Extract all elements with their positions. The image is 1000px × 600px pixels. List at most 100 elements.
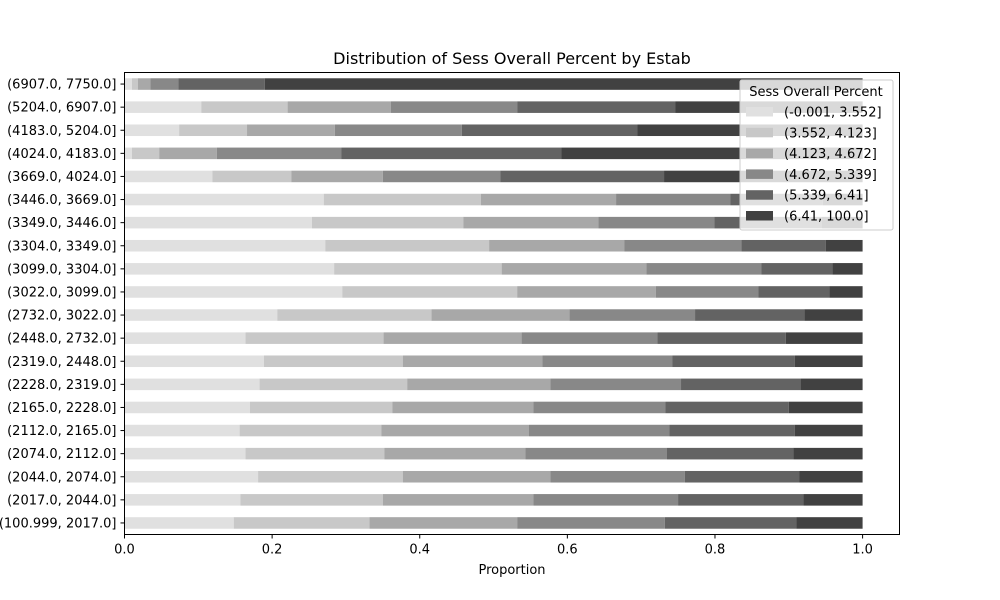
legend-label: (3.552, 4.123] [784, 126, 877, 141]
bar-segment [277, 309, 432, 321]
bar-segment [259, 378, 408, 391]
y-tick-label: (3099.0, 3304.0] [7, 262, 116, 277]
bar-segment [664, 517, 797, 529]
legend-swatch [746, 169, 773, 179]
bar-segment [646, 263, 762, 275]
bar-segment [402, 355, 543, 368]
bar-segment [124, 517, 234, 529]
bar-segment [788, 401, 863, 414]
legend-label: (4.672, 5.339] [784, 168, 877, 183]
bar-segment [463, 216, 599, 229]
bar-segment [517, 286, 656, 298]
bar-segment [179, 124, 248, 137]
chart-title: Distribution of Sess Overall Percent by … [333, 49, 691, 68]
bar-segment [287, 101, 391, 113]
y-tick-label: (2448.0, 2732.0] [7, 332, 116, 347]
bar-segment [678, 494, 804, 506]
bar-segment [382, 494, 534, 506]
bar-segment [311, 216, 464, 229]
y-tick-label: (2044.0, 2074.0] [7, 470, 116, 485]
bar-segment [501, 263, 647, 275]
bar-segment [800, 378, 863, 391]
bar-segment [517, 101, 676, 113]
bar-segment [124, 378, 260, 391]
bar-segment [124, 424, 240, 437]
bar-segment [829, 286, 863, 298]
bar-segment [695, 309, 805, 321]
bar-segment [124, 332, 246, 344]
y-tick-label: (5204.0, 6907.0] [7, 101, 116, 116]
bar-segment [517, 517, 665, 529]
bar-segment [342, 286, 518, 298]
bar-segment [124, 470, 259, 483]
bar-segment [799, 470, 863, 483]
bar-segment [794, 355, 863, 368]
y-tick-label: (6907.0, 7750.0] [7, 78, 116, 93]
y-tick-label: (2228.0, 2319.0] [7, 378, 116, 393]
y-tick-label: (2112.0, 2165.0] [7, 424, 116, 439]
legend-frame [739, 79, 894, 231]
bar-segment [124, 124, 180, 137]
bar-segment [624, 239, 742, 252]
bar-segment [124, 309, 278, 321]
bar-segment [239, 424, 382, 437]
bar-segment [240, 494, 383, 506]
bar-segment [381, 424, 529, 437]
legend-swatch [746, 127, 773, 138]
bar-segment [264, 78, 863, 90]
bar-segment [124, 286, 343, 298]
bar-segment [245, 447, 385, 460]
bar-segment [131, 78, 138, 90]
bar-segment [832, 263, 863, 275]
legend-swatch [746, 211, 773, 221]
bar-segment [793, 447, 863, 460]
bar-segment [402, 470, 551, 483]
legend-swatch [746, 107, 773, 117]
bar-segment [323, 193, 481, 206]
bar-segment [233, 517, 370, 529]
bar-segment [384, 447, 526, 460]
bar-segment [159, 147, 217, 160]
bar-segment [291, 170, 383, 183]
y-tick-label: (2165.0, 2228.0] [7, 401, 116, 416]
bar-segment [616, 193, 731, 206]
bar-segment [212, 170, 292, 183]
x-tick-label: 0.8 [705, 543, 726, 558]
legend-title: Sess Overall Percent [749, 85, 882, 100]
bar-segment [382, 170, 501, 183]
bar-segment [803, 494, 863, 506]
bar-segment [249, 401, 393, 414]
y-tick-label: (2074.0, 2112.0] [7, 447, 116, 462]
y-tick-label: (100.999, 2017.0] [0, 516, 117, 531]
legend-swatch [746, 190, 773, 200]
bar-segment [500, 170, 665, 183]
y-axis: (100.999, 2017.0] (2017.0, 2044.0] (2044.0… [0, 78, 125, 531]
bar-segment [684, 470, 800, 483]
y-tick-label: (3349.0, 3446.0] [7, 216, 116, 231]
bar-segment [489, 239, 625, 252]
bar-segment [137, 78, 151, 90]
bar-segment [667, 447, 794, 460]
y-tick-label: (3669.0, 4024.0] [7, 170, 116, 185]
y-tick-label: (4183.0, 5204.0] [7, 124, 116, 139]
bar-segment [131, 147, 160, 160]
bar-segment [334, 263, 502, 275]
bar-segment [392, 401, 534, 414]
bar-segment [124, 147, 132, 160]
bar-segment [741, 239, 826, 252]
bar-segment [665, 401, 789, 414]
bar-segment [383, 332, 522, 344]
bar-segment [325, 239, 490, 252]
bar-segment [681, 378, 801, 391]
legend: Sess Overall Percent (-0.001, 3.552] (3.5… [739, 79, 894, 231]
bar-segment [150, 78, 179, 90]
bar-segment [804, 309, 863, 321]
bar-segment [550, 378, 682, 391]
bar-segment [461, 124, 638, 137]
bar-segment [334, 124, 462, 137]
bar-segment [525, 447, 667, 460]
y-tick-label: (2732.0, 3022.0] [7, 309, 116, 324]
bar-segment [598, 216, 715, 229]
bar-segment [124, 216, 312, 229]
y-tick-label: (3446.0, 3669.0] [7, 193, 116, 208]
